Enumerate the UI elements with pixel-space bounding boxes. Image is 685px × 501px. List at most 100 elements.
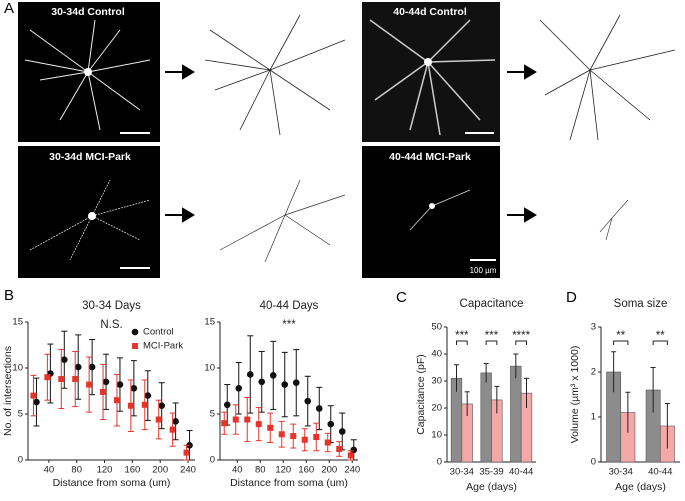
scale-label: 100 µm [470, 266, 497, 275]
legend-marker [131, 328, 139, 336]
chart-title: Capacitance [460, 298, 524, 310]
legend-marker [132, 343, 138, 349]
x-tick-label: 120 [275, 465, 291, 476]
marker [172, 418, 179, 425]
marker [144, 392, 152, 399]
marker [258, 378, 266, 386]
marker [113, 397, 120, 404]
x-axis-title: Distance from soma (um) [230, 477, 348, 489]
neuron [24, 19, 151, 131]
trace [219, 179, 346, 263]
significance-label: *** [455, 330, 469, 342]
neuron [409, 189, 471, 231]
x-tick-label: 80 [255, 465, 266, 476]
image-label: 40-44d Control [393, 6, 467, 18]
trace [599, 199, 629, 241]
chart: D Soma size 0 1 2 3 Volume (µm³ x 1000) Age (da… [566, 289, 680, 493]
x-tick-label: 160 [124, 465, 140, 476]
marker [33, 398, 40, 406]
significance-label: ** [616, 330, 625, 342]
y-tick-label: 0 [210, 455, 215, 466]
soma [429, 203, 435, 209]
chart-title: 30-34 Days [82, 300, 141, 312]
x-tick-label: 240 [344, 465, 360, 476]
neuron [369, 19, 496, 136]
significance-label: *** [485, 330, 499, 342]
marker [74, 363, 82, 371]
x-tick-label: 120 [97, 465, 113, 476]
panel-a: A 30-34d Control 40-44d Control 3 [4, 0, 676, 278]
y-tick-label: 10 [204, 363, 215, 374]
y-tick-label: 3 [591, 322, 596, 333]
x-tick-label: 30-34 [450, 467, 474, 478]
marker [183, 449, 190, 456]
annotation: N.S. [100, 319, 122, 331]
marker [278, 431, 285, 438]
chart: 40-44 Days 0 5 10 15 Distance from soma (um)4… [204, 300, 360, 489]
marker [292, 379, 300, 387]
marker [158, 402, 166, 410]
marker [267, 424, 274, 431]
arrows [165, 64, 537, 223]
marker [269, 372, 277, 379]
marker [281, 381, 289, 388]
y-tick-label: 50 [431, 322, 442, 333]
chart: C Capacitance 0 10 20 30 40 50 Capacitance (pF) A… [396, 289, 536, 493]
x-tick-label: 80 [71, 465, 82, 476]
marker [88, 363, 96, 371]
bar [480, 372, 492, 463]
y-tick-label: 2 [591, 367, 596, 378]
marker [301, 436, 308, 443]
x-tick-label: 35-39 [479, 467, 503, 478]
x-tick-label: 30-34 [609, 467, 633, 478]
marker [313, 434, 320, 440]
significance-bracket [515, 340, 528, 345]
marker [169, 426, 176, 433]
marker [304, 397, 312, 405]
legend-label: Control [143, 327, 174, 338]
legend-label: MCI-Park [143, 341, 183, 352]
x-tick-label: 200 [321, 465, 337, 476]
marker [232, 416, 239, 423]
bar [510, 365, 522, 463]
y-axis-title: Capacitance (pF) [415, 354, 427, 435]
x-axis-title: Age (days) [615, 481, 666, 493]
panel-letter: D [566, 289, 577, 306]
marker [350, 446, 358, 454]
marker [336, 445, 343, 452]
marker [324, 439, 331, 446]
y-tick-label: 10 [12, 363, 23, 374]
marker [290, 433, 297, 440]
soma [88, 212, 96, 220]
marker [315, 405, 323, 412]
y-tick-label: 15 [12, 317, 23, 328]
y-tick-label: 10 [431, 430, 442, 441]
significance-label: **** [512, 330, 530, 342]
marker [130, 384, 138, 392]
marker [141, 401, 148, 408]
marker [58, 376, 65, 383]
y-tick-label: 40 [431, 349, 442, 360]
annotation: *** [282, 319, 296, 331]
marker [72, 376, 79, 383]
x-tick-label: 40 [44, 465, 55, 476]
marker [60, 356, 68, 364]
image-label: 30-34d Control [51, 6, 125, 18]
significance-bracket [652, 340, 668, 345]
marker [100, 388, 107, 395]
significance-bracket [485, 340, 498, 345]
x-tick-label: 200 [152, 465, 168, 476]
marker [155, 416, 162, 423]
marker [102, 378, 110, 386]
micrograph [18, 146, 160, 278]
marker [127, 402, 134, 409]
trace [539, 14, 676, 141]
y-tick-label: 0 [591, 457, 596, 468]
marker [223, 401, 231, 409]
y-tick-label: 30 [431, 376, 442, 387]
x-axis-title: Age (days) [466, 481, 517, 493]
micrograph [362, 2, 500, 142]
y-tick-label: 15 [204, 317, 215, 328]
marker [338, 428, 346, 435]
